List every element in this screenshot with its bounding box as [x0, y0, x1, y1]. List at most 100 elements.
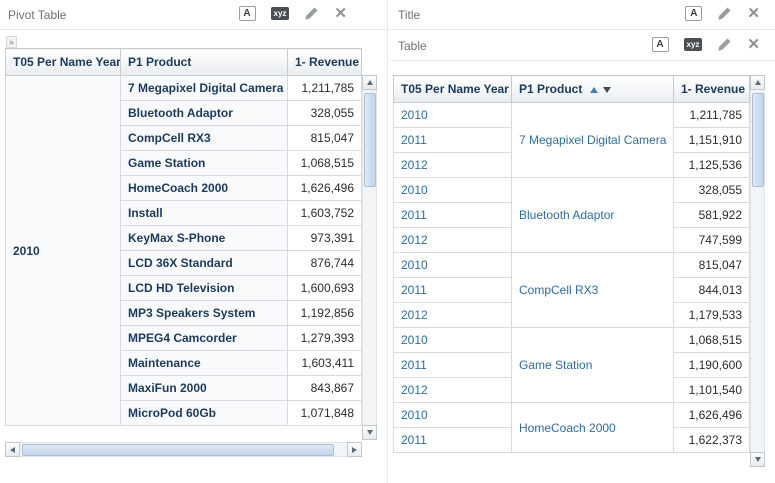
edit-pencil-icon[interactable] — [304, 6, 319, 21]
table-row: 2011 1,622,373 — [393, 427, 750, 453]
table-row: 2011 844,013 — [393, 277, 750, 303]
pivot-toolbar: A xyz ✕ — [238, 5, 347, 22]
pivot-col-year-header[interactable]: T05 Per Name Year — [5, 48, 121, 76]
product-cell-link[interactable]: HomeCoach 2000 — [511, 402, 674, 453]
pivot-vertical-scrollbar[interactable] — [362, 75, 377, 440]
hscrollbar-thumb[interactable] — [22, 444, 334, 456]
scrollbar-thumb[interactable] — [364, 93, 376, 187]
title-panel-title: Title — [398, 8, 421, 22]
year-cell-link[interactable]: 2010 — [393, 252, 512, 278]
revenue-cell: 1,622,373 — [673, 427, 750, 453]
year-cell-link[interactable]: 2010 — [393, 102, 512, 128]
pivot-product-cell[interactable]: Maintenance — [120, 350, 288, 376]
pivot-row: MP3 Speakers System 1,192,856 — [6, 300, 362, 326]
year-cell-link[interactable]: 2010 — [393, 327, 512, 353]
edit-pencil-icon[interactable] — [717, 6, 732, 21]
hscrollbar-track[interactable] — [20, 442, 347, 457]
pivot-revenue-cell: 876,744 — [287, 250, 362, 276]
pivot-col-revenue-header[interactable]: 1- Revenue — [287, 48, 362, 76]
pivot-revenue-cell: 1,603,411 — [287, 350, 362, 376]
table-row: 2012 747,599 — [393, 227, 750, 253]
product-cell-link[interactable]: Game Station — [511, 327, 674, 403]
pivot-product-cell[interactable]: MicroPod 60Gb — [120, 400, 288, 426]
format-headings-icon[interactable]: A — [685, 6, 703, 21]
up-arrow-icon — [366, 80, 373, 85]
year-cell-link[interactable]: 2012 — [393, 227, 512, 253]
revenue-cell: 747,599 — [673, 227, 750, 253]
sort-descending-icon[interactable] — [603, 87, 612, 94]
pivot-product-cell[interactable]: MP3 Speakers System — [120, 300, 288, 326]
pivot-product-cell[interactable]: MaxiFun 2000 — [120, 375, 288, 401]
product-cell-link[interactable]: 7 Megapixel Digital Camera — [511, 102, 674, 178]
pivot-product-cell[interactable]: 7 Megapixel Digital Camera — [120, 75, 288, 101]
table-row: 2010 CompCell RX3 815,047 — [393, 252, 750, 328]
revenue-cell: 581,922 — [673, 202, 750, 228]
table-col-product-header[interactable]: P1 Product — [511, 75, 674, 103]
year-cell-link[interactable]: 2012 — [393, 152, 512, 178]
pivot-year-cell[interactable]: 2010 — [5, 75, 121, 426]
panel-divider — [387, 0, 388, 483]
year-cell-link[interactable]: 2010 — [393, 402, 512, 428]
close-icon[interactable]: ✕ — [747, 36, 760, 53]
pivot-panel-title: Pivot Table — [8, 8, 67, 22]
revenue-cell: 1,626,496 — [673, 402, 750, 428]
pivot-product-cell[interactable]: Bluetooth Adaptor — [120, 100, 288, 126]
rename-xyz-icon[interactable]: xyz — [270, 7, 290, 20]
year-cell-link[interactable]: 2011 — [393, 277, 512, 303]
pivot-revenue-cell: 1,279,393 — [287, 325, 362, 351]
product-cell-link[interactable]: Bluetooth Adaptor — [511, 177, 674, 253]
pivot-product-cell[interactable]: LCD 36X Standard — [120, 250, 288, 276]
scrollbar-thumb[interactable] — [752, 93, 764, 187]
year-cell-link[interactable]: 2012 — [393, 302, 512, 328]
year-cell-link[interactable]: 2011 — [393, 202, 512, 228]
page-edge-expander[interactable]: » — [6, 36, 18, 48]
pivot-horizontal-scrollbar[interactable] — [5, 442, 362, 457]
down-arrow-icon — [754, 457, 761, 462]
sort-ascending-icon[interactable] — [589, 87, 598, 94]
pivot-product-cell[interactable]: LCD HD Television — [120, 275, 288, 301]
table-panel-header: Table A xyz ✕ — [390, 31, 775, 61]
pivot-product-cell[interactable]: CompCell RX3 — [120, 125, 288, 151]
table-col-revenue-header[interactable]: 1- Revenue — [673, 75, 750, 103]
scrollbar-track[interactable] — [750, 90, 765, 452]
year-cell-link[interactable]: 2010 — [393, 177, 512, 203]
scroll-down-button[interactable] — [362, 425, 377, 440]
rename-xyz-icon[interactable]: xyz — [683, 38, 703, 51]
pivot-revenue-cell: 328,055 — [287, 100, 362, 126]
pivot-row: MaxiFun 2000 843,867 — [6, 375, 362, 401]
pivot-product-cell[interactable]: KeyMax S-Phone — [120, 225, 288, 251]
pivot-header-row: T05 Per Name Year P1 Product 1- Revenue — [5, 48, 362, 76]
edit-pencil-icon[interactable] — [717, 37, 732, 52]
year-cell-link[interactable]: 2011 — [393, 427, 512, 453]
year-cell-link[interactable]: 2011 — [393, 352, 512, 378]
pivot-product-cell[interactable]: Game Station — [120, 150, 288, 176]
scroll-down-button[interactable] — [750, 452, 765, 467]
close-icon[interactable]: ✕ — [747, 5, 760, 22]
pivot-row: LCD 36X Standard 876,744 — [6, 250, 362, 276]
table-row: 2010 Game Station 1,068,515 — [393, 327, 750, 403]
year-cell-link[interactable]: 2012 — [393, 377, 512, 403]
pivot-col-product-header[interactable]: P1 Product — [120, 48, 288, 76]
table-row: 2010 HomeCoach 2000 1,626,496 — [393, 402, 750, 453]
close-icon[interactable]: ✕ — [334, 5, 347, 22]
product-cell-link[interactable]: CompCell RX3 — [511, 252, 674, 328]
table-col-year-header[interactable]: T05 Per Name Year — [393, 75, 512, 103]
pivot-product-cell[interactable]: HomeCoach 2000 — [120, 175, 288, 201]
pencil-glyph — [718, 38, 731, 51]
pivot-product-cell[interactable]: MPEG4 Camcorder — [120, 325, 288, 351]
table-header-row: T05 Per Name Year P1 Product 1- Revenue — [393, 75, 750, 103]
table-vertical-scrollbar[interactable] — [750, 75, 765, 467]
pivot-row: Install 1,603,752 — [6, 200, 362, 226]
revenue-cell: 1,101,540 — [673, 377, 750, 403]
pivot-row: CompCell RX3 815,047 — [6, 125, 362, 151]
scroll-up-button[interactable] — [750, 75, 765, 90]
format-headings-icon[interactable]: A — [238, 6, 256, 21]
scroll-right-button[interactable] — [347, 442, 362, 457]
scroll-up-button[interactable] — [362, 75, 377, 90]
scroll-left-button[interactable] — [5, 442, 20, 457]
pivot-product-cell[interactable]: Install — [120, 200, 288, 226]
format-headings-icon[interactable]: A — [651, 37, 669, 52]
year-cell-link[interactable]: 2011 — [393, 127, 512, 153]
scrollbar-track[interactable] — [362, 90, 377, 425]
revenue-cell: 1,068,515 — [673, 327, 750, 353]
